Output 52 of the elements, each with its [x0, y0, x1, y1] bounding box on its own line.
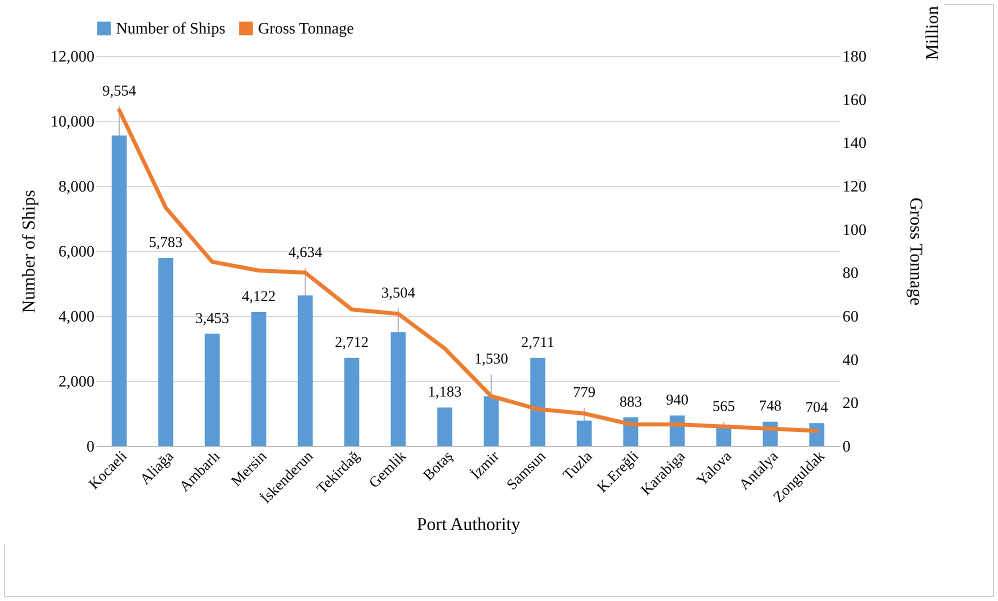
- bar: [716, 428, 732, 446]
- data-label: 1,530: [474, 352, 508, 368]
- data-label: 3,453: [195, 310, 230, 327]
- x-tick-label: Tuzla: [560, 448, 596, 484]
- legend-label: Number of Ships: [116, 20, 226, 38]
- bar: [251, 312, 266, 446]
- bar: [158, 258, 174, 446]
- data-label: 1,183: [428, 384, 462, 401]
- bar: [204, 334, 220, 446]
- y2-tick-label: 40: [842, 352, 858, 369]
- data-label: 4,634: [288, 244, 323, 261]
- bar: [437, 408, 452, 446]
- data-label: 704: [806, 400, 828, 416]
- y-tick-label: 8,000: [58, 178, 94, 196]
- data-label: 779: [573, 384, 596, 401]
- legend-label: Gross Tonnage: [258, 20, 354, 38]
- y-tick-label: 6,000: [58, 244, 94, 260]
- y-tick-label: 0: [86, 438, 94, 456]
- bar: [390, 332, 406, 446]
- bar: [344, 358, 360, 446]
- y2-tick-label: 0: [842, 438, 850, 456]
- y2-tick-label: 180: [842, 48, 866, 66]
- y-tick-label: 10,000: [50, 114, 94, 130]
- text: Million: [922, 6, 943, 60]
- data-label: 565: [712, 398, 735, 415]
- data-label: 940: [666, 392, 688, 408]
- data-label: 4,122: [242, 289, 276, 306]
- bar: [112, 135, 127, 446]
- y2-tick-label: 80: [842, 265, 858, 282]
- y2-tick-label: 120: [842, 178, 866, 196]
- y2-tick-label: 140: [842, 135, 866, 152]
- y-tick-label: 12,000: [50, 48, 94, 66]
- y2-tick-label: 20: [842, 395, 858, 412]
- y2-tick-label: 160: [842, 92, 866, 109]
- bar: [484, 396, 499, 446]
- bar: [298, 295, 313, 446]
- y2-tick-label: 100: [842, 222, 866, 239]
- data-label: 9,554: [102, 83, 137, 100]
- y-tick-label: 4,000: [58, 308, 94, 326]
- y2-axis-title: Gross Tonnage: [906, 198, 926, 306]
- y-tick-label: 2,000: [58, 374, 94, 390]
- data-label: 3,504: [381, 285, 416, 302]
- data-label: 2,712: [334, 334, 369, 351]
- data-label: 2,711: [521, 334, 554, 351]
- bar: [576, 420, 592, 446]
- bar: [530, 358, 546, 446]
- y-axis-title: Number of Ships: [18, 190, 38, 313]
- y2-tick-label: 60: [842, 308, 858, 326]
- data-label: 748: [759, 398, 782, 415]
- data-label: 5,783: [148, 235, 183, 252]
- x-axis-title: Port Authority: [416, 514, 520, 534]
- data-label: 883: [620, 394, 642, 410]
